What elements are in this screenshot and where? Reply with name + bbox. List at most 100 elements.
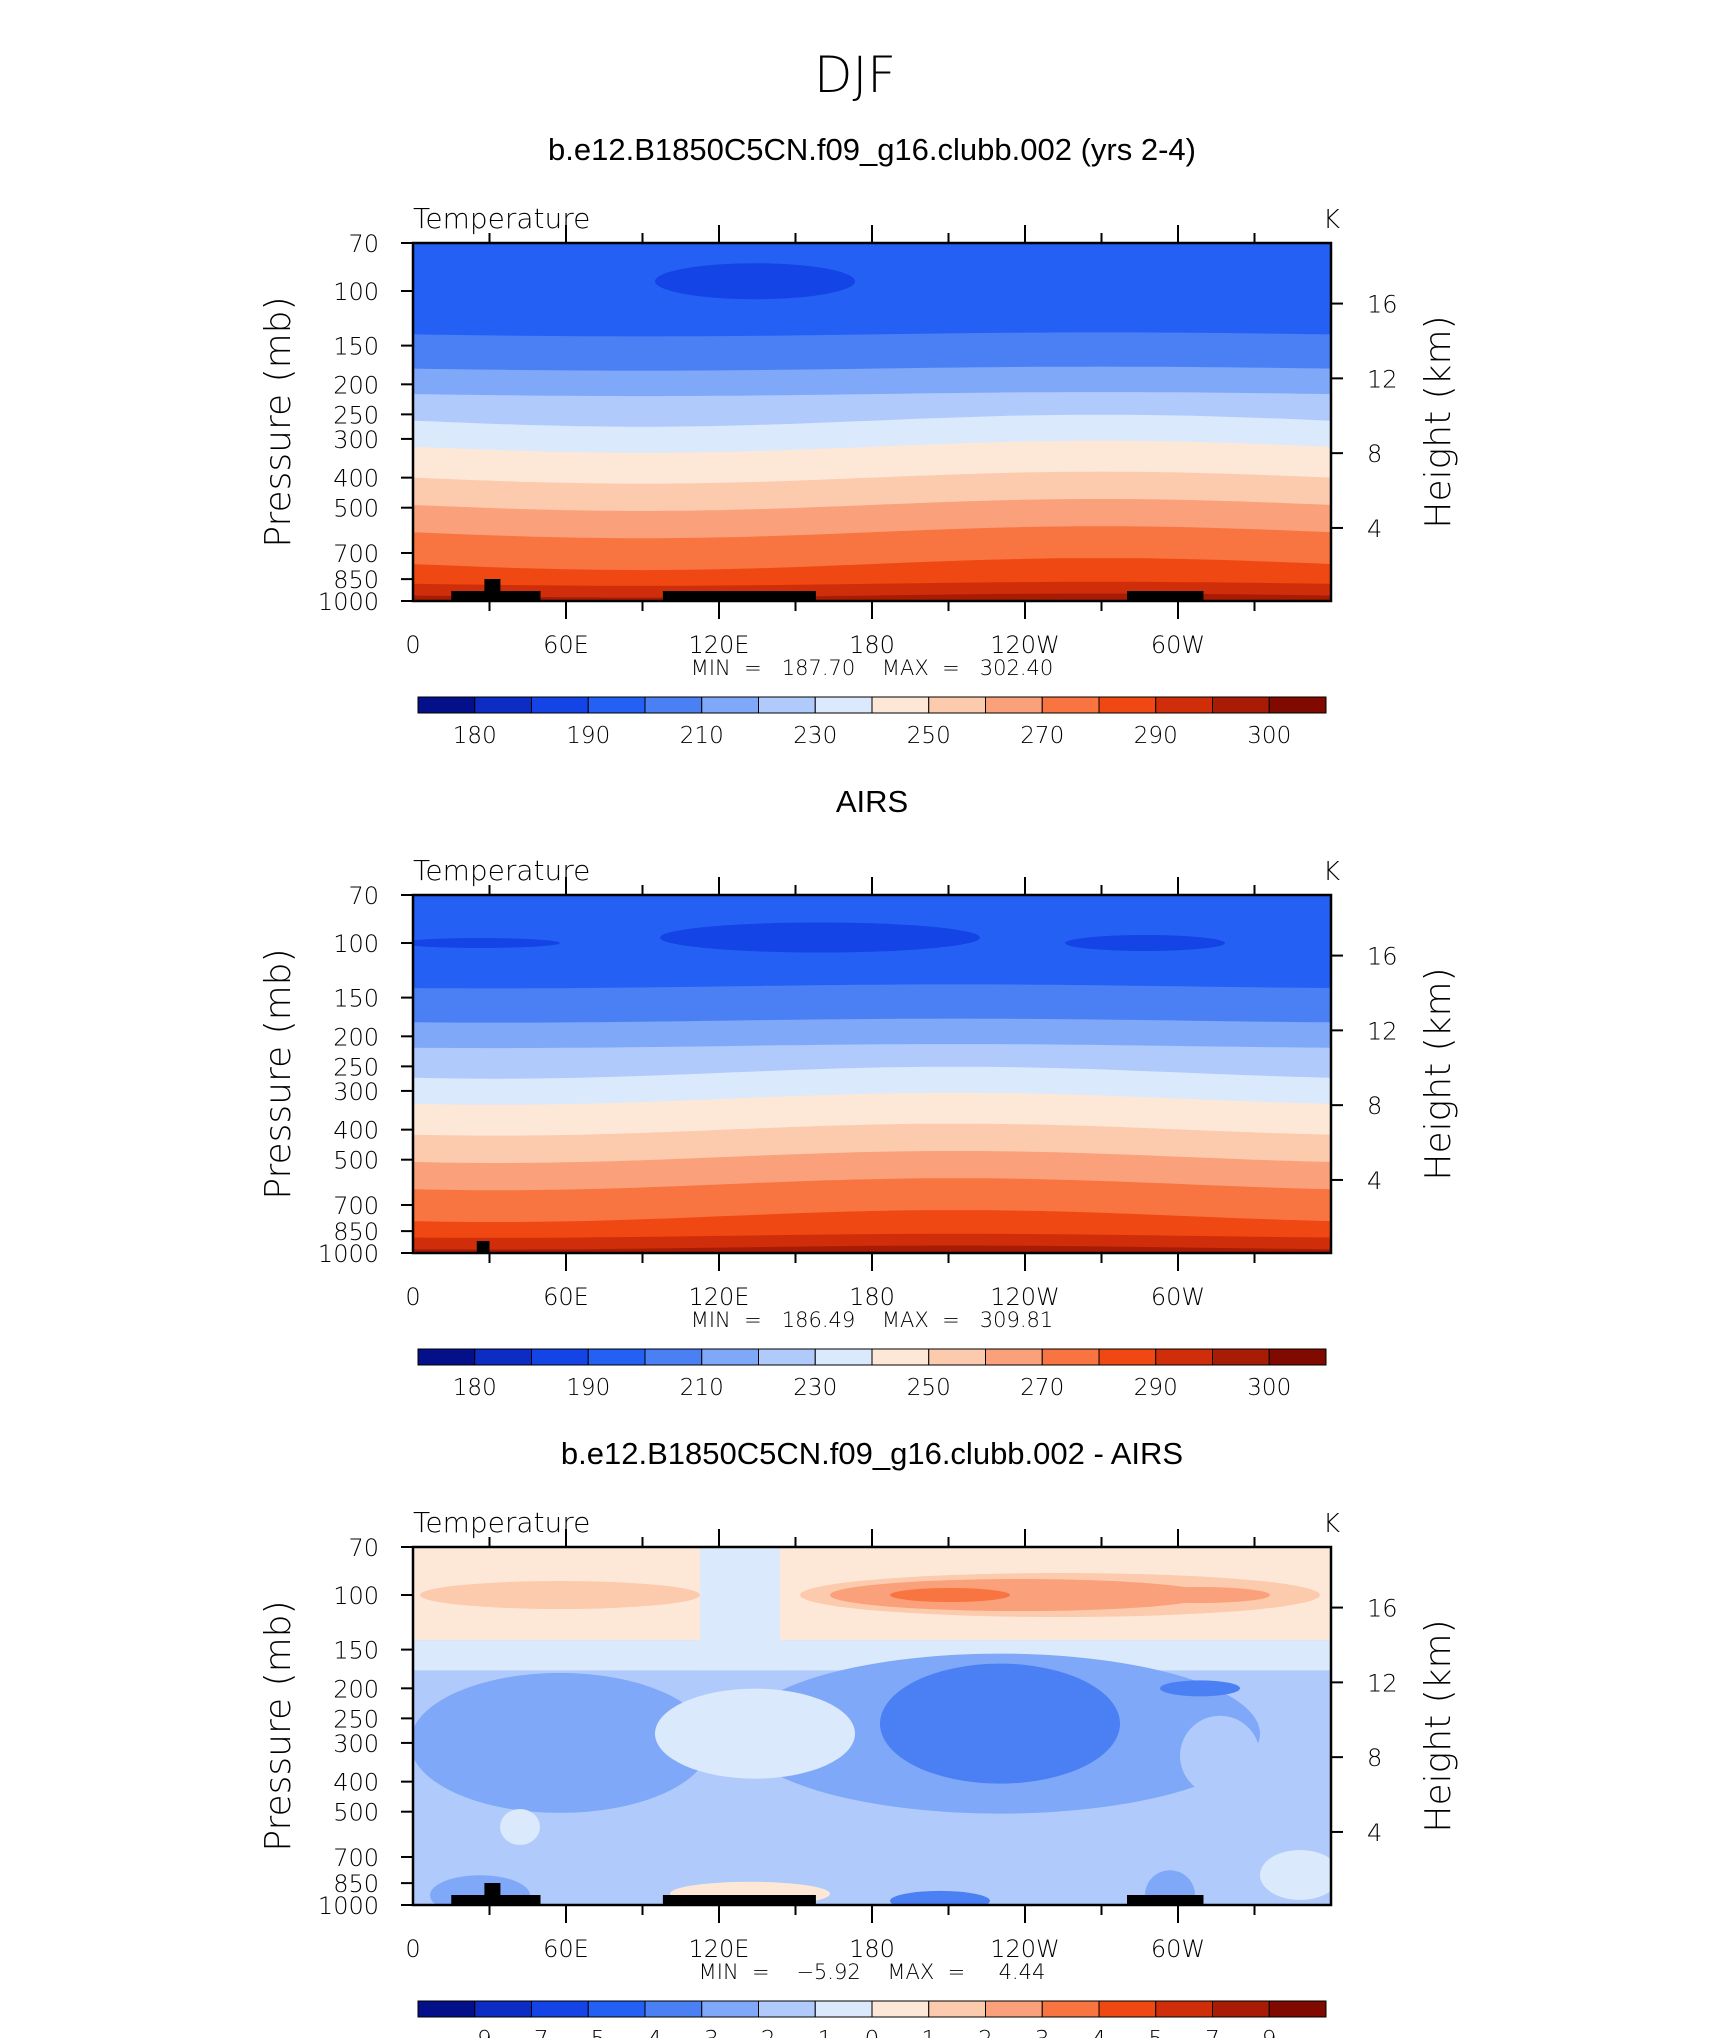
colorbar-label: −9 [458, 2027, 492, 2038]
right-tick-label: 8 [1367, 440, 1382, 468]
left-axis-label: Pressure (mb) [258, 948, 299, 1199]
colorbar-swatch [701, 696, 759, 714]
warm-region [420, 1581, 700, 1610]
colorbar-swatch [871, 1348, 930, 1366]
colorbar: 180 190 210 230 250 270 290 300 [417, 696, 1327, 749]
contour-field [413, 1547, 1331, 1905]
colorbar-swatch [814, 1348, 873, 1366]
y-tick-label: 700 [333, 540, 379, 568]
x-tick-label: 0 [405, 631, 420, 659]
y-tick-label: 200 [333, 371, 379, 399]
x-tick-label: 60W [1151, 1935, 1205, 1963]
colorbar-swatch [871, 696, 930, 714]
x-tick-label: 60W [1151, 1283, 1205, 1311]
right-tick-label: 16 [1367, 1595, 1398, 1623]
colorbar-label: −4 [628, 2027, 662, 2038]
cold-region [1065, 935, 1225, 952]
cold-region [880, 1663, 1120, 1784]
panel-variable-label: Temperature [413, 202, 590, 235]
y-tick-label: 100 [333, 1582, 379, 1610]
colorbar-label: 2 [978, 2027, 993, 2038]
cold-region [413, 1672, 710, 1813]
colorbar-swatch [474, 1348, 532, 1366]
colorbar-swatch [928, 696, 986, 714]
y-tick-label: 200 [333, 1023, 379, 1051]
colorbar-label: 250 [907, 1375, 951, 1401]
colorbar-swatch [531, 1348, 589, 1366]
colorbar-label: 1 [921, 2027, 936, 2038]
colorbar-label: 300 [1247, 723, 1291, 749]
panel-units-label: K [1323, 1509, 1340, 1539]
colorbar-label: −2 [742, 2027, 776, 2038]
y-tick-label: 150 [333, 985, 379, 1013]
right-axis-label: Height (km) [1418, 315, 1459, 528]
contour-band [1260, 1849, 1331, 1900]
colorbar-swatch [1212, 696, 1270, 714]
colorbar-label: −1 [798, 2027, 832, 2038]
colorbar-swatch [474, 2000, 532, 2018]
topography-mask [476, 1241, 490, 1253]
colorbar-swatch [928, 2000, 986, 2018]
colorbar-label: 4 [1092, 2027, 1107, 2038]
x-tick-label: 120W [990, 631, 1060, 659]
min-max-stats: MIN = 187.70 MAX = 302.40 [691, 656, 1054, 680]
colorbar: −9 −7 −5 −4 −3 −2 −1 0 1 2 3 4 5 7 9 [417, 2000, 1327, 2038]
topography-mask [484, 579, 501, 601]
colorbar-swatch [1041, 696, 1100, 714]
page-title: DJF [814, 46, 896, 104]
x-tick-label: 120E [689, 631, 750, 659]
x-tick-label: 60W [1151, 631, 1205, 659]
left-axis-label: Pressure (mb) [258, 1600, 299, 1851]
warm-region [890, 1588, 1010, 1603]
y-tick-label: 150 [333, 333, 379, 361]
right-tick-label: 4 [1367, 1819, 1382, 1847]
colorbar-label: 180 [453, 723, 497, 749]
colorbar-swatch [758, 1348, 816, 1366]
contour-band [1180, 1715, 1260, 1796]
cold-region [655, 263, 855, 300]
warm-region [830, 1579, 1210, 1612]
min-max-stats: MIN = 186.49 MAX = 309.81 [691, 1308, 1054, 1332]
warm-region [500, 1808, 540, 1845]
y-tick-label: 850 [333, 566, 379, 594]
x-tick-label: 60E [543, 1283, 589, 1311]
colorbar-swatch [1098, 2000, 1157, 2018]
panel-variable-label: Temperature [413, 1506, 590, 1539]
topography-mask [662, 1895, 816, 1905]
topography-mask [662, 591, 816, 601]
colorbar-label: 300 [1247, 1375, 1291, 1401]
warm-region [1130, 1587, 1270, 1604]
y-tick-label: 250 [333, 1705, 379, 1733]
x-tick-label: 120W [990, 1935, 1060, 1963]
x-tick-label: 0 [405, 1283, 420, 1311]
colorbar-swatch [531, 696, 589, 714]
y-tick-label: 500 [333, 495, 379, 523]
colorbar-swatch [985, 1348, 1043, 1366]
colorbar-swatch [1098, 696, 1157, 714]
colorbar-swatch [417, 2000, 476, 2018]
panel-units-label: K [1323, 857, 1340, 887]
colorbar-swatch [1041, 1348, 1100, 1366]
right-tick-label: 4 [1367, 515, 1382, 543]
colorbar-label: 5 [1148, 2027, 1163, 2038]
x-tick-label: 120E [689, 1283, 750, 1311]
colorbar-swatch [587, 2000, 646, 2018]
contour-band [413, 593, 1331, 601]
colorbar-swatch [985, 2000, 1043, 2018]
colorbar-swatch [531, 2000, 589, 2018]
colorbar-label: 190 [566, 1375, 610, 1401]
colorbar-swatch [1268, 1348, 1327, 1366]
colorbar-label: −3 [685, 2027, 719, 2038]
colorbar-label: 3 [1035, 2027, 1050, 2038]
cold-region [890, 1890, 990, 1905]
right-tick-label: 4 [1367, 1167, 1382, 1195]
y-tick-label: 1000 [318, 1240, 379, 1268]
y-tick-label: 70 [348, 882, 379, 910]
panel-title: b.e12.B1850C5CN.f09_g16.clubb.002 (yrs 2… [548, 132, 1196, 167]
right-tick-label: 12 [1367, 365, 1398, 393]
colorbar-swatch [985, 696, 1043, 714]
y-tick-label: 850 [333, 1218, 379, 1246]
colorbar-label: 0 [865, 2027, 880, 2038]
